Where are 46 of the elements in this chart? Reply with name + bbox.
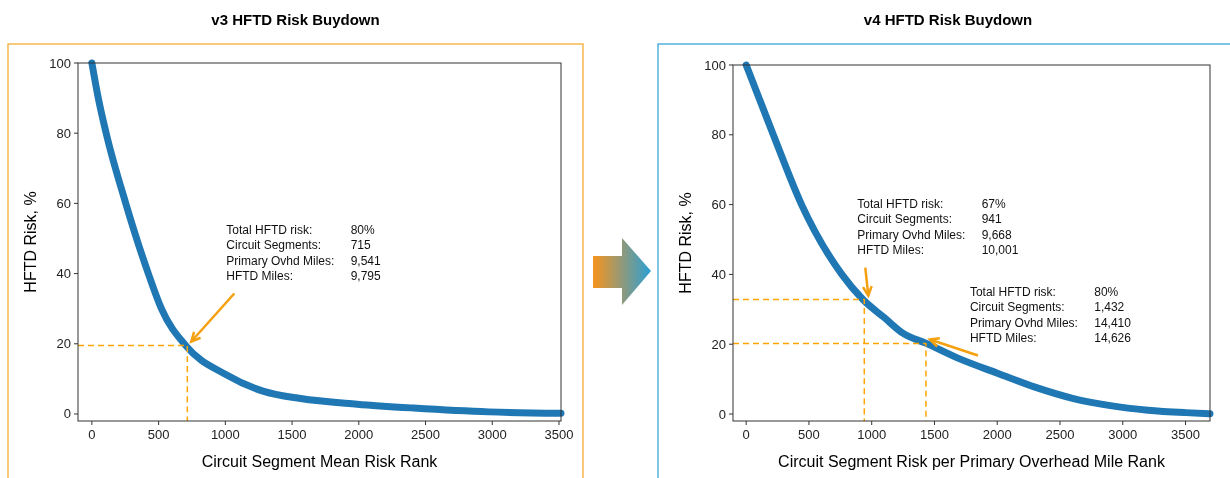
x-tick-label: 1000 [857, 427, 887, 442]
y-tick-label: 20 [56, 336, 71, 352]
text: Total HFTD risk: 67% [857, 196, 1006, 211]
x-tick-label: 3000 [477, 427, 507, 442]
x-axis-title: Circuit Segment Mean Risk Rank [201, 453, 439, 470]
x-tick-label: 1500 [920, 427, 949, 442]
y-tick-label: 40 [56, 266, 71, 282]
text: HFTD Miles: 10,001 [857, 243, 1019, 258]
text: Total HFTD risk: 80% [226, 222, 375, 237]
x-tick-label: 500 [147, 427, 170, 442]
y-axis-title: HFTD Risk, % [677, 192, 694, 294]
x-axis-title: Circuit Segment Risk per Primary Overhead Mile Rank [778, 453, 1166, 470]
x-tick-label: 500 [798, 427, 820, 442]
text: HFTD Miles: 9,795 [226, 269, 381, 284]
y-axis-title: HFTD Risk, % [22, 191, 39, 293]
y-tick-label: 60 [56, 195, 71, 211]
y-tick-label: 0 [718, 406, 726, 422]
text: Primary Ovhd Miles: 14,410 [969, 315, 1131, 330]
y-tick-label: 20 [711, 336, 726, 352]
chart-title: v3 HFTD Risk Buydown [211, 11, 380, 28]
x-tick-label: 3500 [544, 427, 574, 442]
text: Circuit Segments: 715 [226, 238, 371, 253]
y-tick-label: 100 [49, 55, 71, 71]
x-tick-label: 3000 [1108, 427, 1138, 442]
text: Total HFTD risk: 80% [969, 284, 1119, 299]
x-tick-label: 0 [88, 427, 96, 442]
x-tick-label: 2500 [1045, 427, 1075, 442]
x-tick-label: 2000 [982, 427, 1012, 442]
y-tick-label: 80 [711, 127, 726, 143]
x-tick-label: 2000 [344, 427, 374, 442]
x-tick-label: 1000 [210, 427, 240, 442]
x-tick-label: 1500 [277, 427, 307, 442]
text: Circuit Segments: 941 [857, 212, 1002, 227]
y-tick-label: 60 [711, 197, 726, 213]
y-tick-label: 100 [704, 57, 726, 73]
text: Primary Ovhd Miles: 9,541 [226, 253, 381, 268]
y-tick-label: 80 [56, 125, 71, 141]
text: HFTD Miles: 14,626 [969, 331, 1131, 346]
chart-title: v4 HFTD Risk Buydown [863, 11, 1033, 28]
x-tick-label: 2500 [411, 427, 440, 442]
x-tick-label: 3500 [1171, 427, 1200, 442]
x-tick-label: 0 [742, 427, 750, 442]
y-tick-label: 0 [63, 406, 71, 422]
y-tick-label: 40 [711, 266, 726, 282]
text: Circuit Segments: 1,432 [969, 300, 1125, 315]
text: Primary Ovhd Miles: 9,668 [857, 227, 1012, 242]
